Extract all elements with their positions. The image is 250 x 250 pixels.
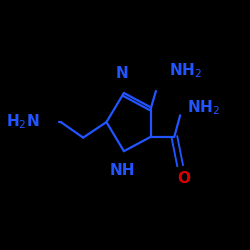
Text: O: O bbox=[178, 170, 190, 186]
Text: NH: NH bbox=[109, 163, 135, 178]
Text: H$_2$N: H$_2$N bbox=[6, 113, 40, 132]
Text: NH$_2$: NH$_2$ bbox=[170, 62, 202, 80]
Text: N: N bbox=[116, 66, 128, 81]
Text: NH$_2$: NH$_2$ bbox=[187, 98, 220, 117]
